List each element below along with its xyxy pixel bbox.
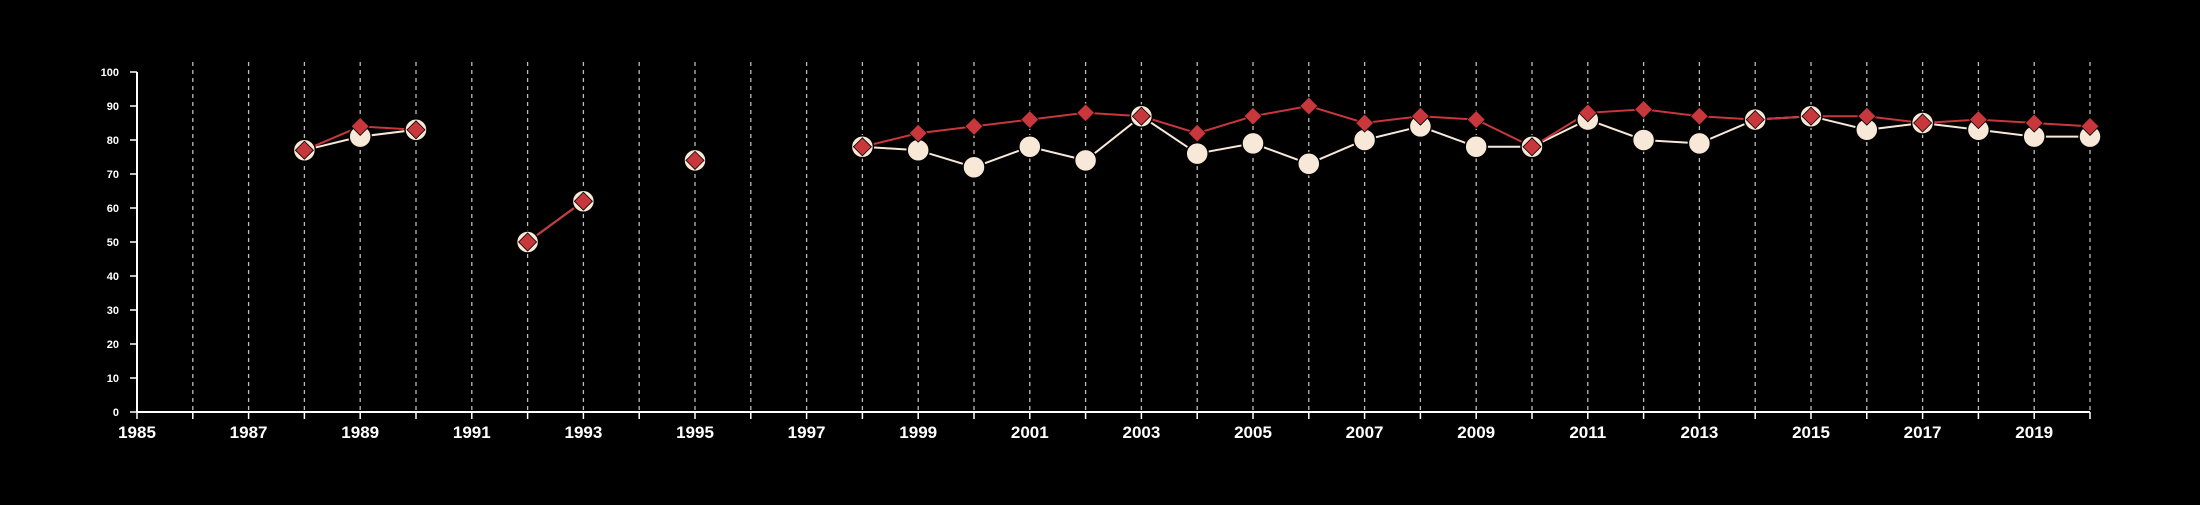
circle-point	[1687, 131, 1712, 156]
diamond-point	[1634, 99, 1654, 119]
diamond-point	[294, 140, 314, 160]
diamond-point	[1131, 106, 1151, 126]
x-tick-label: 1985	[118, 423, 156, 442]
series	[292, 96, 2102, 254]
diamond-point	[1410, 106, 1430, 126]
x-tick-label: 1999	[899, 423, 937, 442]
y-tick-label: 90	[107, 101, 119, 113]
diamond-point	[1299, 96, 1319, 116]
y-tick-label: 60	[107, 203, 119, 215]
circle-point	[1018, 135, 1042, 159]
x-tick-label: 1993	[564, 423, 602, 442]
y-tick-label: 30	[107, 305, 119, 317]
circle-point	[1297, 152, 1321, 176]
y-tick-label: 20	[107, 339, 119, 351]
diamond-point	[406, 120, 426, 140]
x-tick-label: 1989	[341, 423, 379, 442]
diamond-point	[1187, 123, 1207, 143]
diamond-point	[1243, 106, 1263, 126]
diamond-point	[2080, 116, 2100, 136]
diamond-point	[1689, 106, 1709, 126]
diamond-point	[518, 232, 538, 252]
y-tick-label: 50	[107, 237, 119, 249]
diamond-point	[1913, 113, 1933, 133]
circle-point	[1464, 135, 1488, 159]
diamond-point	[1745, 110, 1765, 130]
diamond-point	[964, 116, 984, 136]
x-tick-label: 2005	[1234, 423, 1272, 442]
diamond-point	[1578, 103, 1598, 123]
diamond-point	[685, 150, 705, 170]
diamond-point	[573, 191, 593, 211]
x-tick-label: 1995	[676, 423, 714, 442]
y-tick-label: 70	[107, 169, 119, 181]
circle-point	[1073, 148, 1098, 173]
diamond-point	[1522, 137, 1542, 157]
diamond-point	[908, 123, 928, 143]
x-tick-label: 2007	[1346, 423, 1384, 442]
diamond-point	[1801, 106, 1821, 126]
diamond-point	[1968, 110, 1988, 130]
diamond-point	[1020, 110, 1040, 130]
diamond-point	[1466, 110, 1486, 130]
circle-point	[962, 155, 986, 179]
x-tick-label: 2009	[1457, 423, 1495, 442]
diamond-point	[852, 137, 872, 157]
diamond-point	[2024, 113, 2044, 133]
circle-point	[1185, 141, 1209, 166]
x-tick-label: 2003	[1122, 423, 1160, 442]
circle-point	[1241, 131, 1265, 156]
y-tick-label: 100	[101, 67, 119, 79]
axes: 0 10 20 30 40 50 60 70 80 90 100 1985 1987 1989 1991 19…	[101, 67, 2091, 442]
x-tick-label: 1987	[230, 423, 268, 442]
x-tick-label: 2013	[1680, 423, 1718, 442]
x-tick-label: 1991	[453, 423, 491, 442]
diamond-point	[1355, 113, 1375, 133]
diamond-point	[1857, 106, 1877, 126]
diamond-point	[350, 116, 370, 136]
x-tick-label: 2017	[1904, 423, 1942, 442]
y-tick-label: 10	[107, 373, 119, 385]
diamond-point	[1076, 103, 1096, 123]
circle-point	[1631, 128, 1656, 152]
y-tick-label: 40	[107, 271, 119, 283]
y-tick-label: 0	[113, 407, 119, 419]
x-tick-label: 2015	[1792, 423, 1830, 442]
x-tick-label: 2011	[1569, 423, 1606, 442]
x-tick-label: 1997	[788, 423, 826, 442]
x-tick-label: 2001	[1011, 423, 1049, 442]
x-tick-label: 2019	[2015, 423, 2053, 442]
y-tick-label: 80	[107, 135, 119, 147]
